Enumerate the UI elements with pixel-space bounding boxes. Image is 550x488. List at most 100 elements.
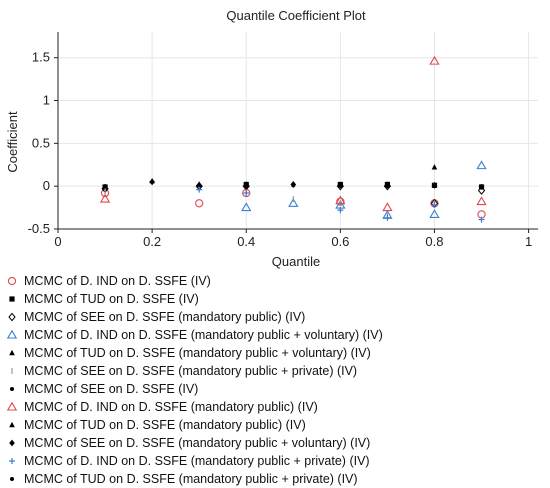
- data-point: [385, 184, 390, 189]
- legend-label: MCMC of TUD on D. SSFE (mandatory public…: [24, 346, 371, 360]
- data-points: [99, 55, 487, 223]
- data-point: [241, 202, 252, 212]
- legend-marker-shape: [9, 421, 15, 428]
- data-point: [290, 181, 297, 188]
- legend-label: MCMC of SEE on D. SSFE (mandatory public…: [24, 310, 306, 324]
- legend-label: MCMC of TUD on D. SSFE (IV): [24, 292, 199, 306]
- legend-marker-shape: [9, 349, 15, 356]
- chart: Quantile Coefficient Plot 0 0.2 0.4 0.6 0.8 1…: [5, 8, 538, 486]
- legend-marker: [4, 326, 20, 344]
- series-4: [241, 160, 487, 219]
- data-point: [99, 193, 111, 203]
- y-tick-label: 1.5: [32, 50, 50, 65]
- legend-entry: MCMC of SEE on D. SSFE (mandatory public…: [4, 308, 544, 326]
- data-point: [103, 184, 108, 189]
- legend-label: MCMC of D. IND on D. SSFE (mandatory pub…: [24, 328, 383, 342]
- series-1: [100, 188, 486, 219]
- grid: [57, 32, 538, 230]
- legend-label: MCMC of TUD on D. SSFE (mandatory public…: [24, 472, 358, 486]
- legend-marker-shape: [8, 312, 16, 322]
- legend-label: MCMC of SEE on D. SSFE (mandatory public…: [24, 364, 358, 378]
- data-point: [335, 195, 346, 205]
- legend-marker: [4, 344, 20, 362]
- legend-entry: MCMC of SEE on D. SSFE (mandatory public…: [4, 434, 544, 452]
- legend-entry: MCMC of TUD on D. SSFE (mandatory public…: [4, 416, 544, 434]
- data-point: [337, 207, 344, 214]
- data-point: [429, 209, 440, 218]
- data-point: [382, 202, 393, 212]
- legend-marker-shape: [9, 439, 15, 447]
- data-point: [476, 160, 487, 170]
- x-axis-label: Quantile: [272, 254, 320, 269]
- data-point: [477, 186, 486, 195]
- x-tick-label: 0.4: [237, 234, 255, 249]
- data-point: [431, 202, 438, 209]
- legend-entry: MCMC of TUD on D. SSFE (mandatory public…: [4, 344, 544, 362]
- y-tick-label: 1: [43, 93, 50, 108]
- axes: [54, 32, 538, 233]
- legend-marker: [4, 272, 20, 290]
- y-tick-label: 0: [43, 178, 50, 193]
- legend: MCMC of D. IND on D. SSFE (IV) MCMC of TU…: [4, 272, 544, 488]
- x-tick-label: 1: [525, 234, 532, 249]
- legend-label: MCMC of SEE on D. SSFE (IV): [24, 382, 199, 396]
- data-point: [149, 178, 155, 186]
- legend-marker: [4, 308, 20, 326]
- legend-marker-shape: [6, 401, 18, 411]
- legend-label: MCMC of SEE on D. SSFE (mandatory public…: [24, 436, 371, 450]
- legend-marker-shape: [9, 296, 15, 302]
- series-12: [244, 183, 437, 189]
- data-point: [479, 184, 484, 189]
- y-tick-label: 0.5: [32, 135, 50, 150]
- data-point: [288, 198, 299, 207]
- legend-marker-shape: [10, 477, 14, 481]
- data-point: [195, 199, 204, 208]
- legend-marker-shape: [7, 276, 17, 286]
- legend-label: MCMC of D. IND on D. SSFE (IV): [24, 274, 211, 288]
- data-point: [431, 164, 438, 170]
- data-point: [244, 183, 249, 188]
- x-tick-label: 0: [54, 234, 61, 249]
- legend-entry: MCMC of D. IND on D. SSFE (mandatory pub…: [4, 398, 544, 416]
- legend-entry: MCMC of TUD on D. SSFE (IV): [4, 290, 544, 308]
- plot-area: Quantile Coefficient Plot 0 0.2 0.4 0.6 0.8 1…: [5, 8, 538, 269]
- legend-entry: MCMC of D. IND on D. SSFE (mandatory pub…: [4, 326, 544, 344]
- data-point: [429, 55, 440, 65]
- legend-marker: [4, 470, 20, 488]
- data-point: [478, 216, 485, 223]
- tick-labels: 0 0.2 0.4 0.6 0.8 1 -0.5 0 0.5 1 1.5: [28, 50, 533, 249]
- x-tick-label: 0.2: [143, 234, 161, 249]
- x-tick-label: 0.8: [425, 234, 443, 249]
- series-8: [99, 55, 487, 212]
- legend-entry: MCMC of SEE on D. SSFE (IV): [4, 380, 544, 398]
- y-axis-label: Coefficient: [5, 111, 20, 173]
- series-10: [149, 178, 438, 190]
- legend-marker-shape: [10, 387, 14, 391]
- series-11: [196, 186, 485, 223]
- legend-marker: [4, 362, 20, 380]
- x-tick-label: 0.6: [331, 234, 349, 249]
- chart-title: Quantile Coefficient Plot: [226, 8, 366, 23]
- legend-label: MCMC of D. IND on D. SSFE (mandatory pub…: [24, 400, 318, 414]
- legend-entry: MCMC of D. IND on D. SSFE (mandatory pub…: [4, 452, 544, 470]
- legend-marker: [4, 434, 20, 452]
- y-tick-label: -0.5: [28, 221, 50, 236]
- legend-label: MCMC of TUD on D. SSFE (mandatory public…: [24, 418, 306, 432]
- legend-entry: MCMC of SEE on D. SSFE (mandatory public…: [4, 362, 544, 380]
- legend-entry: MCMC of TUD on D. SSFE (mandatory public…: [4, 470, 544, 488]
- legend-marker: [4, 416, 20, 434]
- legend-label: MCMC of D. IND on D. SSFE (mandatory pub…: [24, 454, 370, 468]
- data-point: [384, 214, 391, 221]
- legend-entry: MCMC of D. IND on D. SSFE (IV): [4, 272, 544, 290]
- legend-marker: [4, 398, 20, 416]
- legend-marker: [4, 380, 20, 398]
- data-point: [432, 184, 437, 189]
- legend-marker-shape: [6, 329, 18, 339]
- legend-marker-shape: [9, 458, 15, 464]
- data-point: [196, 181, 202, 187]
- data-point: [243, 190, 250, 197]
- data-point: [338, 183, 343, 188]
- data-point: [476, 196, 487, 206]
- data-point: [196, 186, 203, 193]
- legend-marker: [4, 452, 20, 470]
